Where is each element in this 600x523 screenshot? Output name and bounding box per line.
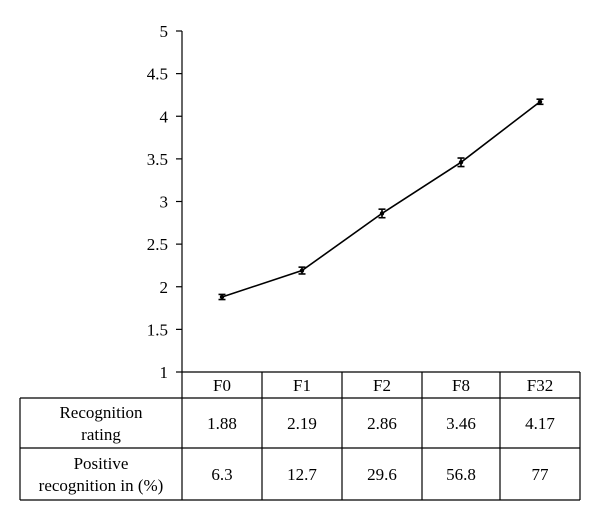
- table-cell: 29.6: [367, 465, 397, 484]
- table-header-cell: F8: [452, 376, 470, 395]
- y-tick-label: 2.5: [147, 235, 168, 254]
- y-tick-label: 1.5: [147, 320, 168, 339]
- table-cell: 77: [532, 465, 550, 484]
- y-tick-label: 4: [160, 107, 169, 126]
- table-cell: 56.8: [446, 465, 476, 484]
- table-row-label: Recognition: [59, 403, 143, 422]
- data-table: F0 F1 F2 F8 F32 Recognition rating 1.88 2.19 2.86…: [19, 371, 581, 501]
- data-point: [537, 99, 543, 104]
- table-cell: 2.86: [367, 414, 397, 433]
- table-header-cell: F32: [527, 376, 553, 395]
- y-tick-label: 5: [160, 22, 169, 41]
- y-tick-label: 4.5: [147, 65, 168, 84]
- table-cell: 6.3: [211, 465, 232, 484]
- data-point: [379, 211, 385, 216]
- y-tick-label: 1: [160, 363, 169, 382]
- table-header-cell: F2: [373, 376, 391, 395]
- table-cell: 4.17: [525, 414, 555, 433]
- y-tick-label: 3.5: [147, 150, 168, 169]
- table-header-cell: F1: [293, 376, 311, 395]
- series-polyline: [221, 101, 541, 298]
- y-tick-label: 2: [160, 278, 169, 297]
- y-axis: 1 1.5 2 2.5 3 3.5 4 4.5 5: [147, 22, 183, 382]
- table-cell: 12.7: [287, 465, 317, 484]
- data-point: [458, 160, 464, 165]
- table-header-cell: F0: [213, 376, 231, 395]
- y-tick-label: 3: [160, 193, 169, 212]
- table-cell: 2.19: [287, 414, 317, 433]
- table-cell: 3.46: [446, 414, 476, 433]
- series-line: [218, 98, 544, 301]
- table-cell: 1.88: [207, 414, 237, 433]
- table-row-label: recognition in (%): [39, 476, 164, 495]
- table-row-label: Positive: [74, 454, 129, 473]
- table-row-label: rating: [81, 425, 121, 444]
- data-point: [219, 294, 225, 300]
- data-point: [299, 268, 305, 273]
